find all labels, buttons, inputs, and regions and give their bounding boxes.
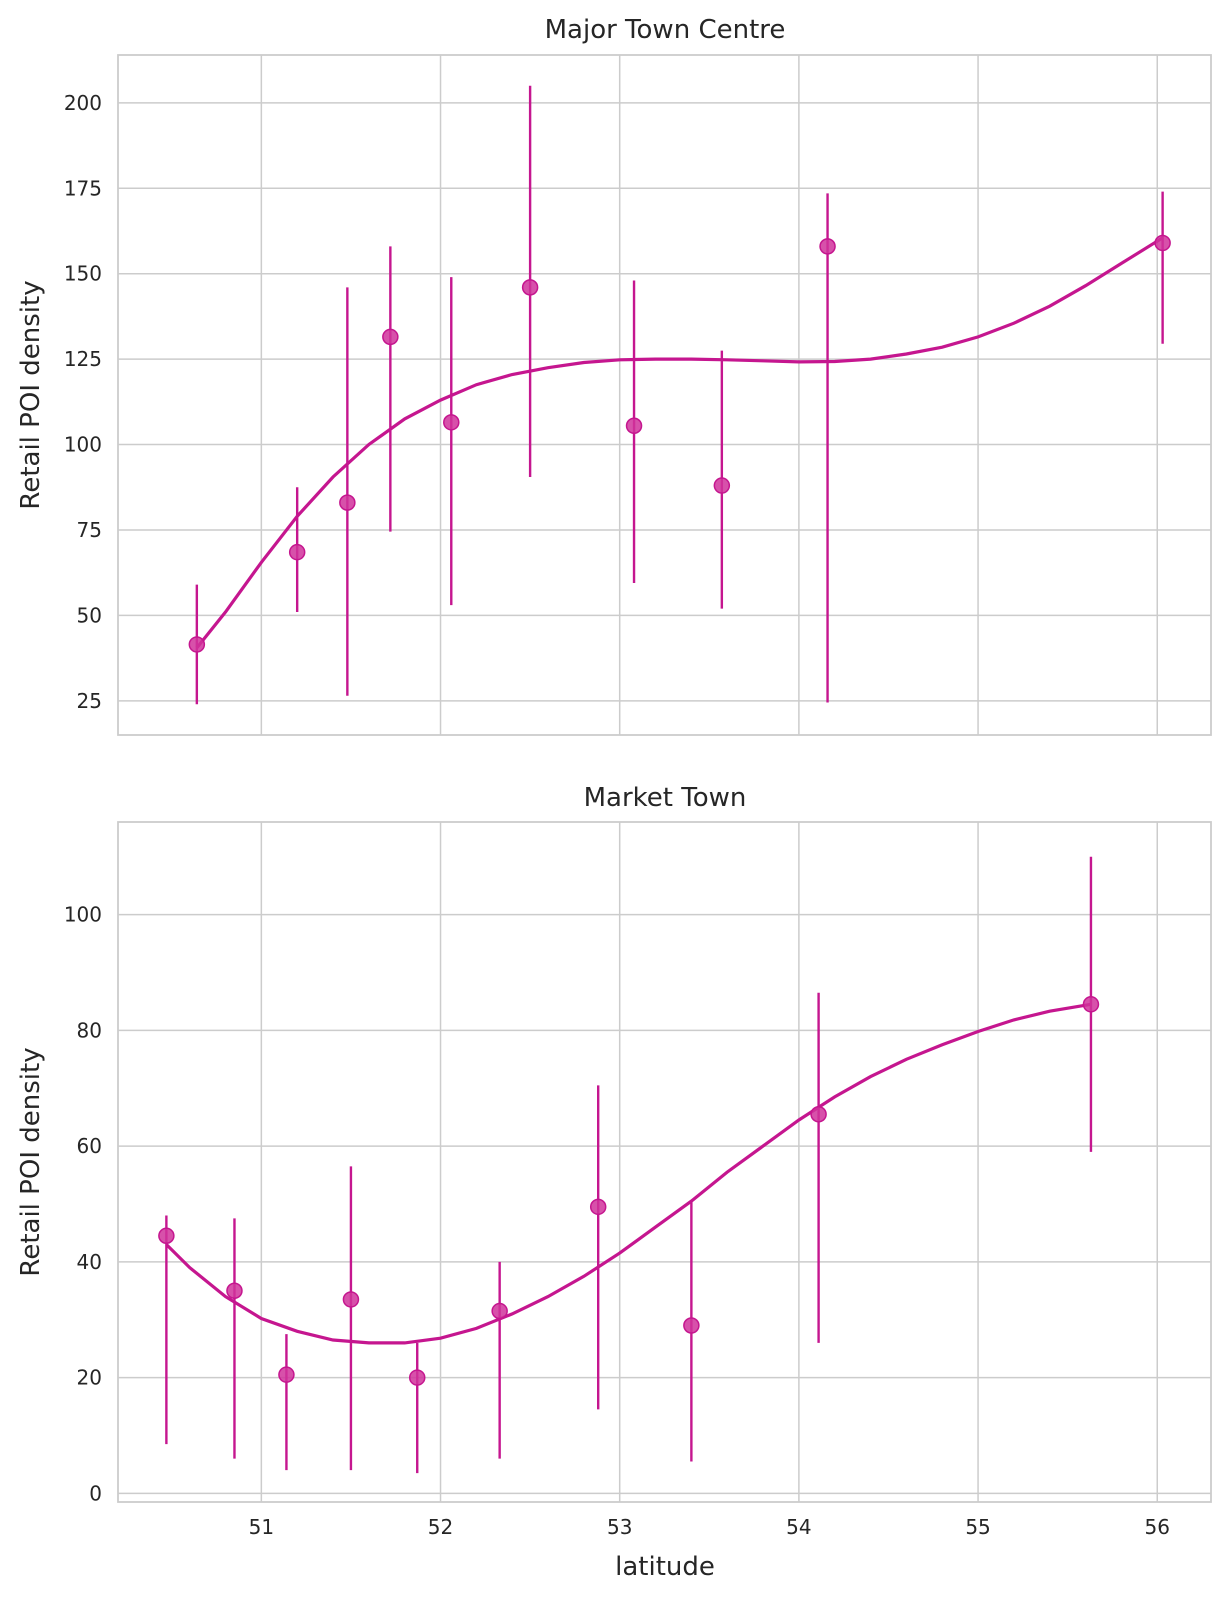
y-tick-label: 150 [64, 262, 102, 286]
data-point [589, 1198, 607, 1216]
x-tick-label: 55 [965, 1515, 990, 1539]
data-points [188, 234, 1171, 653]
plot-frame [117, 54, 1212, 736]
data-point [713, 477, 731, 494]
y-tick-label: 100 [64, 433, 102, 457]
y-tick-label: 80 [77, 1018, 102, 1042]
x-axis-label: latitude [615, 1552, 715, 1582]
ticks: 51 52 53 54 55 56 0 20 40 60 80 100 [64, 903, 1170, 1539]
data-point [158, 1227, 175, 1245]
y-tick-label: 175 [64, 176, 102, 200]
data-point [683, 1317, 700, 1334]
x-tick-label: 54 [786, 1515, 811, 1539]
data-point [342, 1291, 360, 1308]
y-tick-label: 100 [64, 903, 102, 927]
data-point [491, 1302, 508, 1320]
y-axis-label: Retail POI density [16, 280, 46, 509]
panel-title: Major Town Centre [545, 15, 786, 45]
grid [118, 55, 1211, 735]
x-tick-label: 53 [607, 1515, 632, 1539]
data-point [382, 328, 399, 346]
y-tick-label: 0 [89, 1481, 102, 1505]
y-tick-label: 50 [77, 603, 102, 627]
data-point [288, 543, 306, 561]
data-point [625, 417, 643, 435]
y-axis-label: Retail POI density [16, 1047, 46, 1276]
data-point [1082, 996, 1100, 1013]
data-point [226, 1282, 243, 1300]
data-point [1154, 234, 1171, 252]
data-point [278, 1366, 295, 1383]
data-point [408, 1369, 426, 1386]
data-point [443, 414, 460, 431]
grid [118, 822, 1211, 1502]
y-tick-label: 25 [77, 689, 102, 713]
panel-market-town: Market Town Retail POI density latitude … [16, 783, 1212, 1582]
y-tick-label: 20 [77, 1366, 102, 1390]
y-tick-label: 75 [77, 518, 102, 542]
x-tick-label: 56 [1145, 1515, 1170, 1539]
data-point [819, 238, 836, 255]
plot-frame [117, 821, 1212, 1503]
x-tick-label: 51 [249, 1515, 274, 1539]
ticks: 25 50 75 100 125 150 175 200 [64, 91, 102, 713]
y-tick-label: 125 [64, 347, 102, 371]
error-bars [165, 856, 1093, 1474]
x-tick-label: 52 [428, 1515, 453, 1539]
data-point [810, 1106, 827, 1123]
y-tick-label: 40 [77, 1250, 102, 1274]
panel-title: Market Town [584, 783, 747, 813]
fit-curve [195, 236, 1164, 649]
y-tick-label: 200 [64, 91, 102, 115]
data-point [339, 494, 356, 511]
fit-curve [165, 1002, 1092, 1345]
y-tick-label: 60 [77, 1134, 102, 1158]
panel-major-town-centre: Major Town Centre Retail POI density 25 5… [16, 15, 1212, 736]
data-points [158, 996, 1100, 1386]
data-point [521, 279, 539, 296]
error-bars [195, 85, 1164, 705]
data-point [188, 636, 206, 653]
